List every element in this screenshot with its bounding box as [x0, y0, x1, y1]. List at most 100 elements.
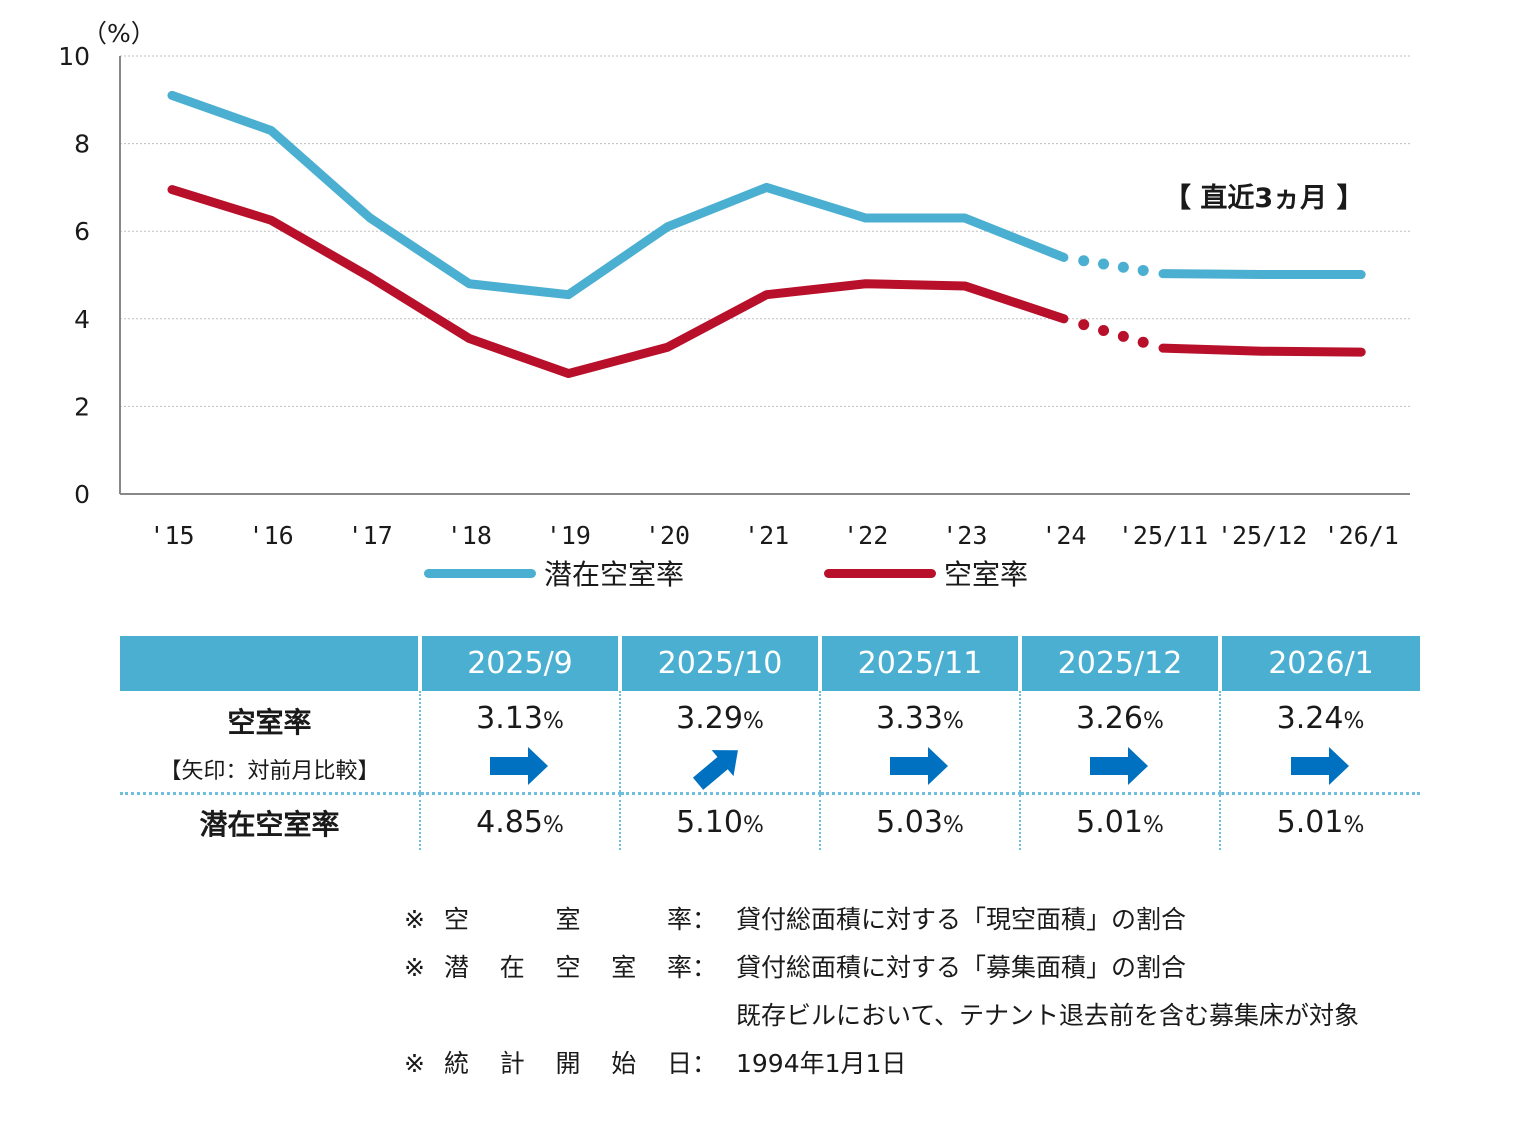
percent-sign: %	[742, 709, 764, 734]
row-title-vacancy: 空室率	[227, 706, 312, 739]
note-mark	[404, 992, 444, 1040]
note-key-char: 室	[611, 953, 637, 982]
potential-vacancy-recent-line	[1158, 269, 1366, 280]
note-key-char: 計	[499, 1049, 525, 1078]
potential-cell: 5.03%	[819, 792, 1020, 850]
x-tick-label: '20	[645, 521, 690, 550]
legend-swatch-vacancy	[824, 568, 936, 578]
note-mark: ※	[404, 953, 425, 982]
note-key-char: 在	[499, 953, 525, 982]
note-separator: ：	[692, 1049, 718, 1078]
legend-label-potential: 潜在空室率	[544, 558, 685, 591]
note-key-char: 統	[444, 1049, 470, 1078]
vacancy-cell: 3.24%	[1219, 691, 1420, 794]
note-mark: ※	[404, 1049, 425, 1078]
row-title-potential: 潜在空室率	[199, 807, 340, 841]
x-tick-label: '22	[843, 521, 888, 550]
vacancy-dot	[1137, 336, 1149, 348]
percent-sign: %	[942, 709, 964, 734]
potential-value: 4.85	[476, 805, 543, 840]
vacancy-value: 3.29	[676, 701, 743, 736]
footnote-row: ※ 統 計 開 始 日 ： 1994年1月1日	[404, 1040, 1359, 1088]
y-tick-label: 2	[74, 392, 90, 421]
x-tick-label: '21	[744, 521, 789, 550]
table-row-potential: 潜在空室率 4.85% 5.10% 5.03% 5.01% 5.01%	[120, 792, 1420, 850]
vacancy-dot	[1098, 325, 1110, 337]
note-key-char: 開	[555, 1049, 581, 1078]
x-tick-label: '18	[447, 521, 492, 550]
note-key-char: 率	[666, 905, 692, 934]
table-header-cell: 2026/1	[1218, 636, 1420, 691]
x-tick-label: '17	[348, 521, 393, 550]
vacancy-value: 3.26	[1076, 701, 1143, 736]
legend-label-vacancy: 空室率	[944, 558, 1029, 591]
percent-sign: %	[542, 813, 564, 838]
footnote-row: ※ 潜 在 空 室 率 ： 貸付総面積に対する「募集面積」の割合	[404, 944, 1359, 992]
y-tick-label: 6	[74, 217, 90, 246]
percent-sign: %	[542, 709, 564, 734]
note-mark: ※	[404, 905, 425, 934]
table-header-cell: 2025/11	[818, 636, 1020, 691]
note-text: 既存ビルにおいて、テナント退去前を含む募集床が対象	[736, 1001, 1360, 1030]
row-subtitle-arrow-note: 【矢印：対前月比較】	[159, 759, 380, 784]
percent-sign: %	[1343, 813, 1365, 838]
note-key-char: 室	[555, 905, 581, 934]
potential-cell: 5.01%	[1019, 792, 1220, 850]
potential-vacancy-dot	[1098, 258, 1110, 270]
vacancy-cell: 3.33%	[819, 691, 1020, 794]
vacancy-cell: 3.26%	[1019, 691, 1220, 794]
footnote-row: ※ 空 室 率 ： 貸付総面積に対する「現空面積」の割合	[404, 896, 1359, 944]
percent-sign: %	[942, 813, 964, 838]
vacancy-recent-line	[1158, 343, 1366, 357]
flat-arrow-icon	[1090, 747, 1148, 785]
percent-sign: %	[1142, 813, 1164, 838]
y-tick-label: 0	[74, 480, 90, 509]
potential-cell: 5.01%	[1219, 792, 1420, 850]
up-arrow-icon	[692, 750, 738, 790]
y-tick-label: 4	[74, 305, 90, 334]
potential-value: 5.10	[676, 805, 743, 840]
note-key-char: 始	[611, 1049, 637, 1078]
note-key-char: 日	[666, 1049, 692, 1078]
x-tick-label: '25/12	[1217, 521, 1307, 550]
potential-vacancy-dot	[1137, 264, 1149, 276]
table-header-blank	[120, 636, 420, 691]
vacancy-dot	[1117, 330, 1129, 342]
flat-arrow-icon	[890, 747, 948, 785]
line-chart: 0 2 4 6 8 10（%） '15 '16 '17 '18 '19 '20 '21 '22 '23 '24…	[58, 19, 1410, 550]
recent-three-months-label: 【 直近3ヵ月 】	[1164, 183, 1364, 214]
note-separator: ：	[692, 905, 718, 934]
note-text: 貸付総面積に対する「募集面積」の割合	[736, 953, 1187, 982]
y-axis-unit-label: （%）	[82, 19, 156, 48]
legend-swatch-potential	[424, 568, 536, 578]
potential-vacancy-dot	[1117, 261, 1129, 273]
potential-value: 5.03	[876, 805, 943, 840]
note-key-char: 空	[555, 953, 581, 982]
note-key-char: 空	[444, 905, 470, 934]
note-text: 貸付総面積に対する「現空面積」の割合	[736, 905, 1187, 934]
note-key	[444, 992, 692, 1040]
y-tick-label: 10	[58, 42, 90, 71]
row-header-vacancy: 空室率 【矢印：対前月比較】	[120, 691, 420, 794]
table-header-cell: 2025/12	[1018, 636, 1220, 691]
note-key: 潜 在 空 室 率	[444, 944, 692, 992]
potential-vacancy-dot	[1078, 255, 1090, 267]
vacancy-value: 3.24	[1276, 701, 1344, 736]
note-separator: ：	[692, 953, 718, 982]
vacancy-cell: 3.13%	[419, 691, 620, 794]
x-tick-label: '23	[942, 521, 987, 550]
y-tick-label: 8	[74, 130, 90, 159]
x-tick-label: '24	[1041, 521, 1086, 550]
vacancy-dot	[1078, 319, 1090, 331]
percent-sign: %	[742, 813, 764, 838]
table-header-row: 2025/9 2025/10 2025/11 2025/12 2026/1	[120, 636, 1420, 691]
flat-arrow-icon	[1290, 747, 1349, 785]
x-tick-label: '25/11	[1118, 521, 1208, 550]
vacancy-cell: 3.29%	[619, 691, 820, 794]
legend-item-potential: 潜在空室率	[424, 556, 685, 591]
percent-sign: %	[1142, 709, 1164, 734]
x-tick-label: '19	[546, 521, 591, 550]
potential-value: 5.01	[1276, 805, 1344, 840]
table-header-cell: 2025/10	[618, 636, 820, 691]
table-row-vacancy: 空室率 【矢印：対前月比較】 3.13% 3.29% 3.33% 3.26% 3…	[120, 691, 1420, 794]
